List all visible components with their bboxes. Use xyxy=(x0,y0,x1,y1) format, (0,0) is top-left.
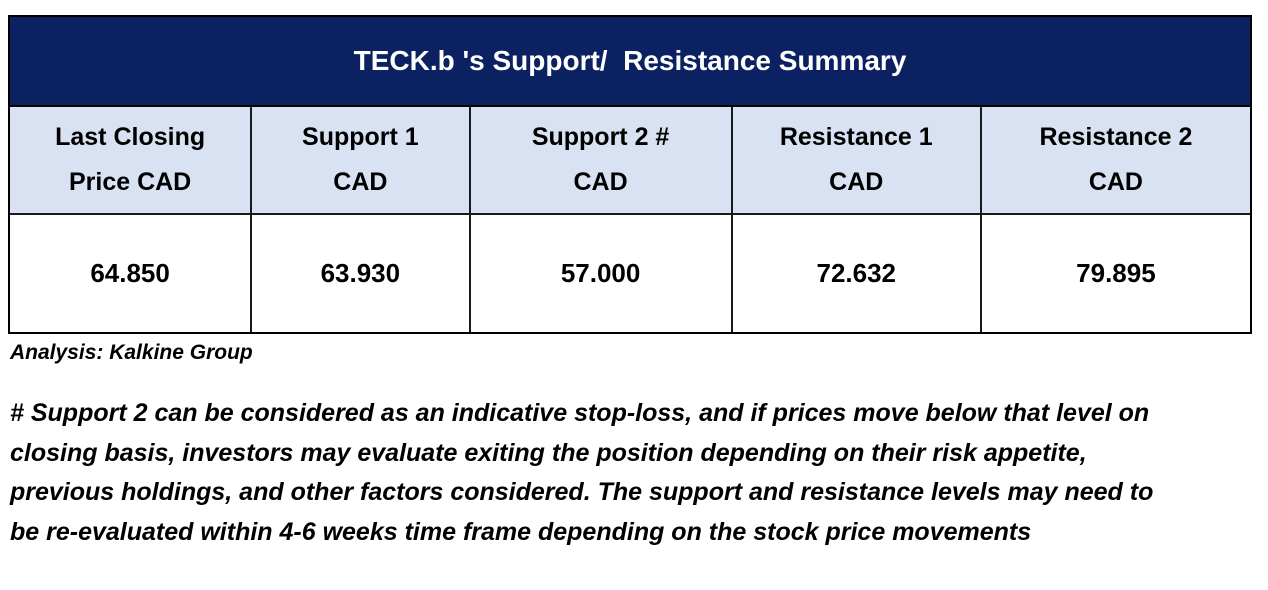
header-cell-support-2: Support 2 # CAD xyxy=(471,107,733,213)
header-cell-resistance-1: Resistance 1 CAD xyxy=(733,107,982,213)
value-cell-resistance-1: 72.632 xyxy=(733,215,982,332)
header-cell-last-closing-price: Last Closing Price CAD xyxy=(10,107,253,213)
value-cell-support-1: 63.930 xyxy=(252,215,471,332)
value-cell-support-2: 57.000 xyxy=(471,215,733,332)
support2-stoploss-footnote: # Support 2 can be considered as an indi… xyxy=(10,399,1154,546)
header-cell-support-1: Support 1 CAD xyxy=(252,107,471,213)
table-title: TECK.b 's Support/ Resistance Summary xyxy=(10,17,1250,107)
value-cell-resistance-2: 79.895 xyxy=(1076,258,1156,288)
support-resistance-table: TECK.b 's Support/ Resistance Summary La… xyxy=(8,15,1252,334)
header-cell-resistance-2: Resistance 2 CAD xyxy=(1039,123,1193,196)
value-cell-last-closing-price: 64.850 xyxy=(10,215,253,332)
table-header-row: Last Closing Price CAD Support 1 CAD Sup… xyxy=(10,107,1250,215)
table-value-row: 64.850 63.930 57.000 72.632 79.895 xyxy=(10,215,1250,332)
analysis-source-note: Analysis: Kalkine Group xyxy=(10,341,253,364)
